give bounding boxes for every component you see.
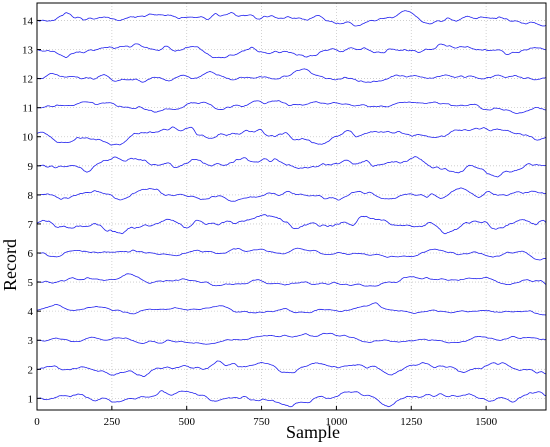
record-line-14 xyxy=(36,10,547,27)
record-line-13 xyxy=(36,43,546,59)
record-line-11 xyxy=(36,100,547,114)
record-line-9 xyxy=(36,156,547,178)
y-axis-label: Record xyxy=(0,239,20,291)
y-tick-label: 5 xyxy=(28,277,34,289)
y-tick-label: 12 xyxy=(22,74,33,86)
x-tick-label: 1250 xyxy=(400,416,423,428)
y-tick-label: 13 xyxy=(22,45,34,57)
y-tick-label: 1 xyxy=(28,393,34,405)
tick-layer: 0 250 500 750 1000 1250 1500123456789101112131… xyxy=(22,15,498,428)
series-layer xyxy=(36,10,547,408)
x-tick-label: 750 xyxy=(253,416,270,428)
record-line-12 xyxy=(36,68,547,83)
y-tick-label: 10 xyxy=(22,132,34,144)
record-line-1 xyxy=(36,390,547,408)
record-line-7 xyxy=(36,214,547,235)
record-line-2 xyxy=(37,360,547,378)
y-tick-label: 2 xyxy=(28,364,34,376)
y-tick-label: 7 xyxy=(28,219,34,231)
y-tick-label: 11 xyxy=(22,103,33,115)
y-tick-label: 6 xyxy=(28,248,34,260)
x-tick-label: 250 xyxy=(104,416,121,428)
x-tick-label: 0 xyxy=(34,416,40,428)
record-line-3 xyxy=(36,332,547,345)
y-tick-label: 8 xyxy=(28,190,34,202)
x-axis-label: Sample xyxy=(286,422,340,442)
record-line-10 xyxy=(36,126,547,146)
record-line-4 xyxy=(36,302,547,316)
y-tick-label: 4 xyxy=(28,306,34,318)
y-tick-label: 9 xyxy=(28,161,34,173)
x-tick-label: 1500 xyxy=(475,416,498,428)
grid-layer xyxy=(37,3,546,410)
y-tick-label: 14 xyxy=(22,15,34,27)
plot-frame xyxy=(36,2,547,411)
record-line-8 xyxy=(36,187,547,202)
x-tick-label: 500 xyxy=(178,416,195,428)
y-tick-label: 3 xyxy=(28,335,34,347)
x-tick-label: 1000 xyxy=(325,416,348,428)
record-line-5 xyxy=(36,273,547,287)
record-line-6 xyxy=(36,247,547,261)
